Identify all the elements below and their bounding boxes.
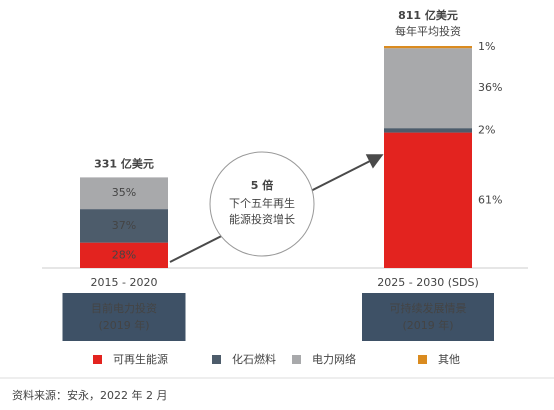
bar-segment	[80, 177, 168, 210]
legend-label: 电力网络	[312, 352, 356, 366]
source: 资料来源：安永，2022 年 2 月	[12, 388, 167, 402]
category-box-label: (2019 年)	[98, 318, 149, 332]
value-label: 35%	[112, 186, 136, 199]
category-box	[362, 293, 494, 341]
x-tick-label: 2025 - 2030 (SDS)	[377, 276, 478, 289]
value-label: 28%	[112, 248, 136, 261]
bar-segment	[80, 209, 168, 243]
annotation-circle	[209, 151, 315, 257]
category-box-label: 目前电力投资	[91, 301, 157, 315]
total-note: 每年平均投资	[395, 24, 461, 38]
annotation: 能源投资增长	[229, 212, 295, 226]
value-label: 1%	[478, 40, 495, 53]
value-label: 61%	[478, 193, 502, 206]
x-tick-label: 2015 - 2020	[91, 276, 158, 289]
total-label: 811 亿美元	[398, 8, 458, 22]
bar-segment	[80, 242, 168, 268]
legend-swatch	[93, 355, 102, 364]
annotation: 5 倍	[251, 178, 273, 192]
legend-swatch	[212, 355, 221, 364]
annotation: 下个五年再生	[229, 196, 295, 210]
value-label: 2%	[478, 123, 495, 136]
legend-label: 可再生能源	[113, 352, 168, 366]
legend-label: 其他	[438, 353, 460, 366]
value-label: 36%	[478, 81, 502, 94]
legend-label: 化石燃料	[232, 352, 276, 366]
bar-segment	[384, 48, 472, 129]
category-box-label: (2019 年)	[402, 318, 453, 332]
legend-swatch	[418, 355, 427, 364]
total-label: 331 亿美元	[94, 156, 154, 170]
value-label: 37%	[112, 219, 136, 232]
legend-swatch	[292, 355, 301, 364]
category-box	[62, 293, 186, 341]
bar-segment	[384, 46, 472, 49]
bar-segment	[384, 128, 472, 133]
bar-segment	[384, 132, 472, 268]
category-box-label: 可持续发展情景	[390, 301, 467, 315]
